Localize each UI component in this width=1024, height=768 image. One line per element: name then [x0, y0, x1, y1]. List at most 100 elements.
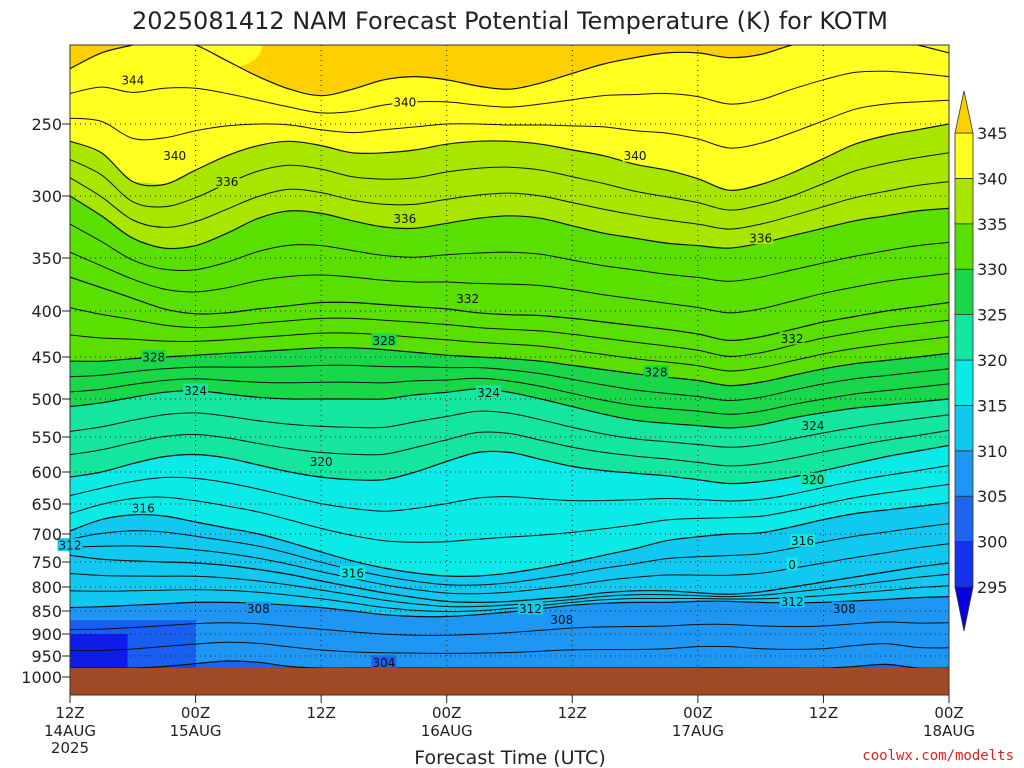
contour-label-bg [748, 231, 774, 245]
contour-label-text: 332 [781, 332, 804, 346]
colorbar-label: 340 [977, 169, 1008, 188]
contour-label-text: 340 [393, 95, 416, 109]
y-tick-label: 350 [31, 249, 62, 268]
contour-band-334 [70, 196, 949, 341]
contour-label-bg [392, 211, 418, 225]
contour-label: 308 [831, 601, 857, 616]
contour-line-minor [70, 429, 949, 467]
contour-line-304 [70, 660, 949, 668]
contour-label-bg [779, 594, 805, 608]
filled-contours [70, 45, 949, 668]
contour-label-bg [786, 557, 798, 571]
contour-label: 340 [622, 148, 648, 163]
contour-label: 332 [779, 331, 805, 346]
contour-line-minor [70, 465, 949, 512]
contour-line-312 [70, 554, 949, 604]
contour-label-text: 320 [310, 455, 333, 469]
x-tick-time: 12Z [809, 704, 838, 722]
colorbar-label: 330 [977, 260, 1008, 279]
colorbar-bin [954, 541, 974, 588]
x-tick-date: 16AUG [421, 722, 473, 740]
contour-label-bg [476, 385, 502, 399]
contour-label-text: 0 [788, 558, 796, 572]
contour-label-bg [549, 612, 575, 626]
colorbar-label: 295 [977, 578, 1008, 597]
contour-label-bg [371, 655, 397, 669]
contour-label: 312 [779, 594, 805, 609]
contour-label-bg [779, 331, 805, 345]
contour-label: 328 [141, 350, 167, 365]
colorbar-bin [954, 177, 974, 225]
x-tick-time: 00Z [683, 704, 712, 722]
contour-line-328 [70, 346, 949, 387]
colorbar-label: 315 [977, 396, 1008, 415]
contour-label: 0 [786, 557, 798, 572]
contour-label-bg [392, 94, 418, 108]
contour-label-bg [183, 383, 209, 397]
contour-label: 328 [643, 365, 669, 380]
contour-line-324 [70, 388, 949, 429]
contour-label: 344 [120, 72, 146, 87]
y-tick-label: 900 [31, 625, 62, 644]
contour-label: 328 [371, 333, 397, 348]
contour-label-text: 340 [624, 149, 647, 163]
y-axis: 250 300 350 400 450 500 550 600 650 700 750 800 850 9… [21, 115, 70, 687]
x-tick-time: 00Z [432, 704, 461, 722]
y-tick-label: 400 [31, 302, 62, 321]
y-tick-label: 800 [31, 578, 62, 597]
contour-label: 324 [183, 383, 209, 398]
colorbar-bin [954, 495, 974, 543]
contour-line-340 [70, 123, 949, 191]
contour-line-minor [70, 70, 949, 114]
contour-label-text: 316 [341, 567, 364, 581]
x-tick-time: 12Z [306, 704, 335, 722]
contour-lines [70, 45, 949, 668]
contour-label-text: 312 [781, 595, 804, 609]
contour-line-minor [70, 364, 949, 402]
contour-label-text: 332 [456, 292, 479, 306]
contour-band-342 [70, 45, 949, 191]
contour-label-bg [371, 333, 397, 347]
contour-line-minor [70, 152, 949, 211]
contour-label-text: 308 [550, 613, 573, 627]
y-tick-label: 600 [31, 463, 62, 482]
contour-label-text: 336 [216, 175, 239, 189]
contour-label: 312 [517, 601, 543, 616]
x-tick-time: 00Z [934, 704, 963, 722]
contour-label-text: 328 [142, 351, 165, 365]
contour-label-bg [162, 148, 188, 162]
contour-band-330 [70, 277, 949, 386]
contour-line-minor [70, 573, 949, 608]
contour-label-text: 340 [163, 149, 186, 163]
contour-label: 340 [392, 94, 418, 109]
contour-label: 320 [308, 454, 334, 469]
colorbar-bin [954, 268, 974, 316]
contour-line-minor [70, 377, 949, 415]
contour-label: 340 [162, 148, 188, 163]
contour-label: 308 [245, 601, 271, 616]
contour-label: 336 [214, 174, 240, 189]
contour-label-text: 344 [121, 73, 144, 87]
x-tick-date: 14AUG [44, 722, 96, 740]
x-tick-date: 18AUG [923, 722, 975, 740]
plot-area: 344 340 340 340 336 336 336 332 332 328 328 328 324 3… [57, 44, 950, 696]
contour-line-316 [70, 502, 949, 577]
contour-label-bg [800, 418, 826, 432]
contour-label-text: 316 [132, 502, 155, 516]
colorbar-bin [954, 223, 974, 270]
contour-label-bg [130, 501, 156, 515]
colorbar-label: 335 [977, 215, 1008, 234]
contour-line-minor [70, 332, 949, 372]
contour-line-minor [70, 543, 949, 595]
contour-label-text: 324 [802, 419, 825, 433]
colorbar-bin [954, 359, 974, 406]
colorbar-label: 320 [977, 351, 1008, 370]
colorbar-bin [954, 450, 974, 497]
contour-label-text: 336 [749, 232, 772, 246]
colorbar-label: 310 [977, 442, 1008, 461]
contour-label: 316 [340, 566, 366, 581]
contour-label: 320 [800, 472, 826, 487]
contour-label: 332 [455, 291, 481, 306]
contour-label: 316 [790, 533, 815, 548]
